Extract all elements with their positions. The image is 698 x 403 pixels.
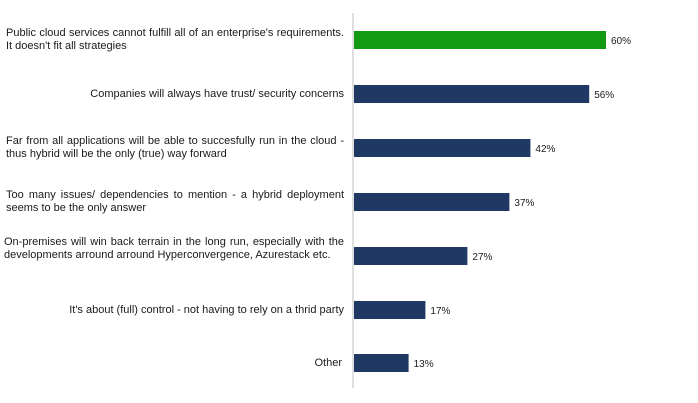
category-label-1: Public cloud services cannot fulfill all… [6,27,344,52]
category-label-4: Too many issues/ dependencies to mention… [6,189,344,214]
data-label-2: 56% [594,90,614,101]
bar-1 [354,31,606,49]
category-label-5: On-premises will win back terrain in the… [4,236,344,261]
category-label-6: It's about (full) control - not having t… [69,304,344,316]
bar-7 [354,354,409,372]
bar-3 [354,139,531,157]
data-label-7: 13% [414,359,434,370]
category-label-7: Other [314,357,342,369]
data-label-5: 27% [472,252,492,263]
bar-6 [354,301,426,319]
category-label-3: Far from all applications will be able t… [6,135,344,160]
bar-4 [354,193,510,211]
data-label-4: 37% [514,198,534,209]
category-label-2: Companies will always have trust/ securi… [90,88,344,100]
data-label-6: 17% [430,306,450,317]
data-label-1: 60% [611,36,631,47]
bar-2 [354,85,590,103]
data-label-3: 42% [535,144,555,155]
bar-5 [354,247,468,265]
